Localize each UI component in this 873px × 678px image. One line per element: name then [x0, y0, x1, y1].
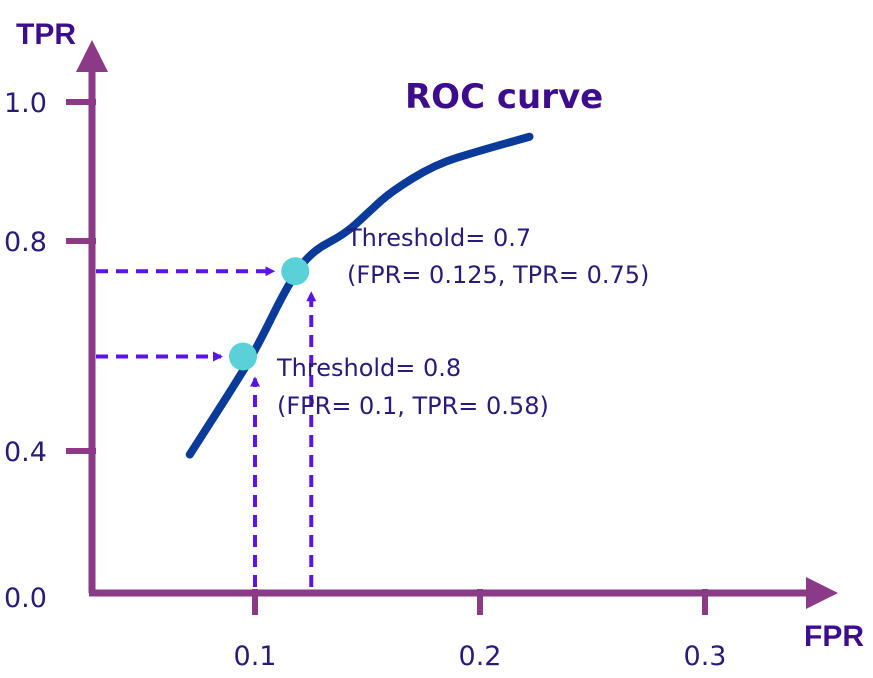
y-axis-arrowhead	[76, 40, 108, 72]
x-tick-label: 0.3	[684, 641, 727, 672]
threshold-point	[281, 257, 310, 286]
x-axis-arrowhead	[806, 577, 838, 609]
guide-arrows	[96, 266, 317, 587]
chart-title: ROC curve	[405, 77, 603, 117]
x-tick-label: 0.1	[234, 641, 277, 672]
y-tick-label: 0.0	[4, 583, 47, 614]
y-tick-label: 0.4	[4, 437, 47, 468]
y-tick-label: 1.0	[4, 88, 47, 119]
annotation-threshold-08: Threshold= 0.8	[276, 354, 461, 382]
x-axis-title: FPR	[804, 620, 864, 653]
annotation-threshold-07-detail: (FPR= 0.125, TPR= 0.75)	[347, 261, 649, 289]
annotation-threshold-08-detail: (FPR= 0.1, TPR= 0.58)	[277, 392, 549, 420]
roc-curve-line	[185, 132, 534, 459]
x-tick-label: 0.2	[459, 641, 502, 672]
tick-group: 0.1 0.2 0.3 0.0 0.4 0.8 1.0	[4, 88, 726, 672]
threshold-point	[229, 342, 257, 371]
y-axis-title: TPR	[16, 18, 76, 51]
threshold-points	[229, 257, 310, 371]
annotation-threshold-07: Threshold= 0.7	[346, 224, 531, 252]
y-tick-label: 0.8	[4, 227, 47, 258]
